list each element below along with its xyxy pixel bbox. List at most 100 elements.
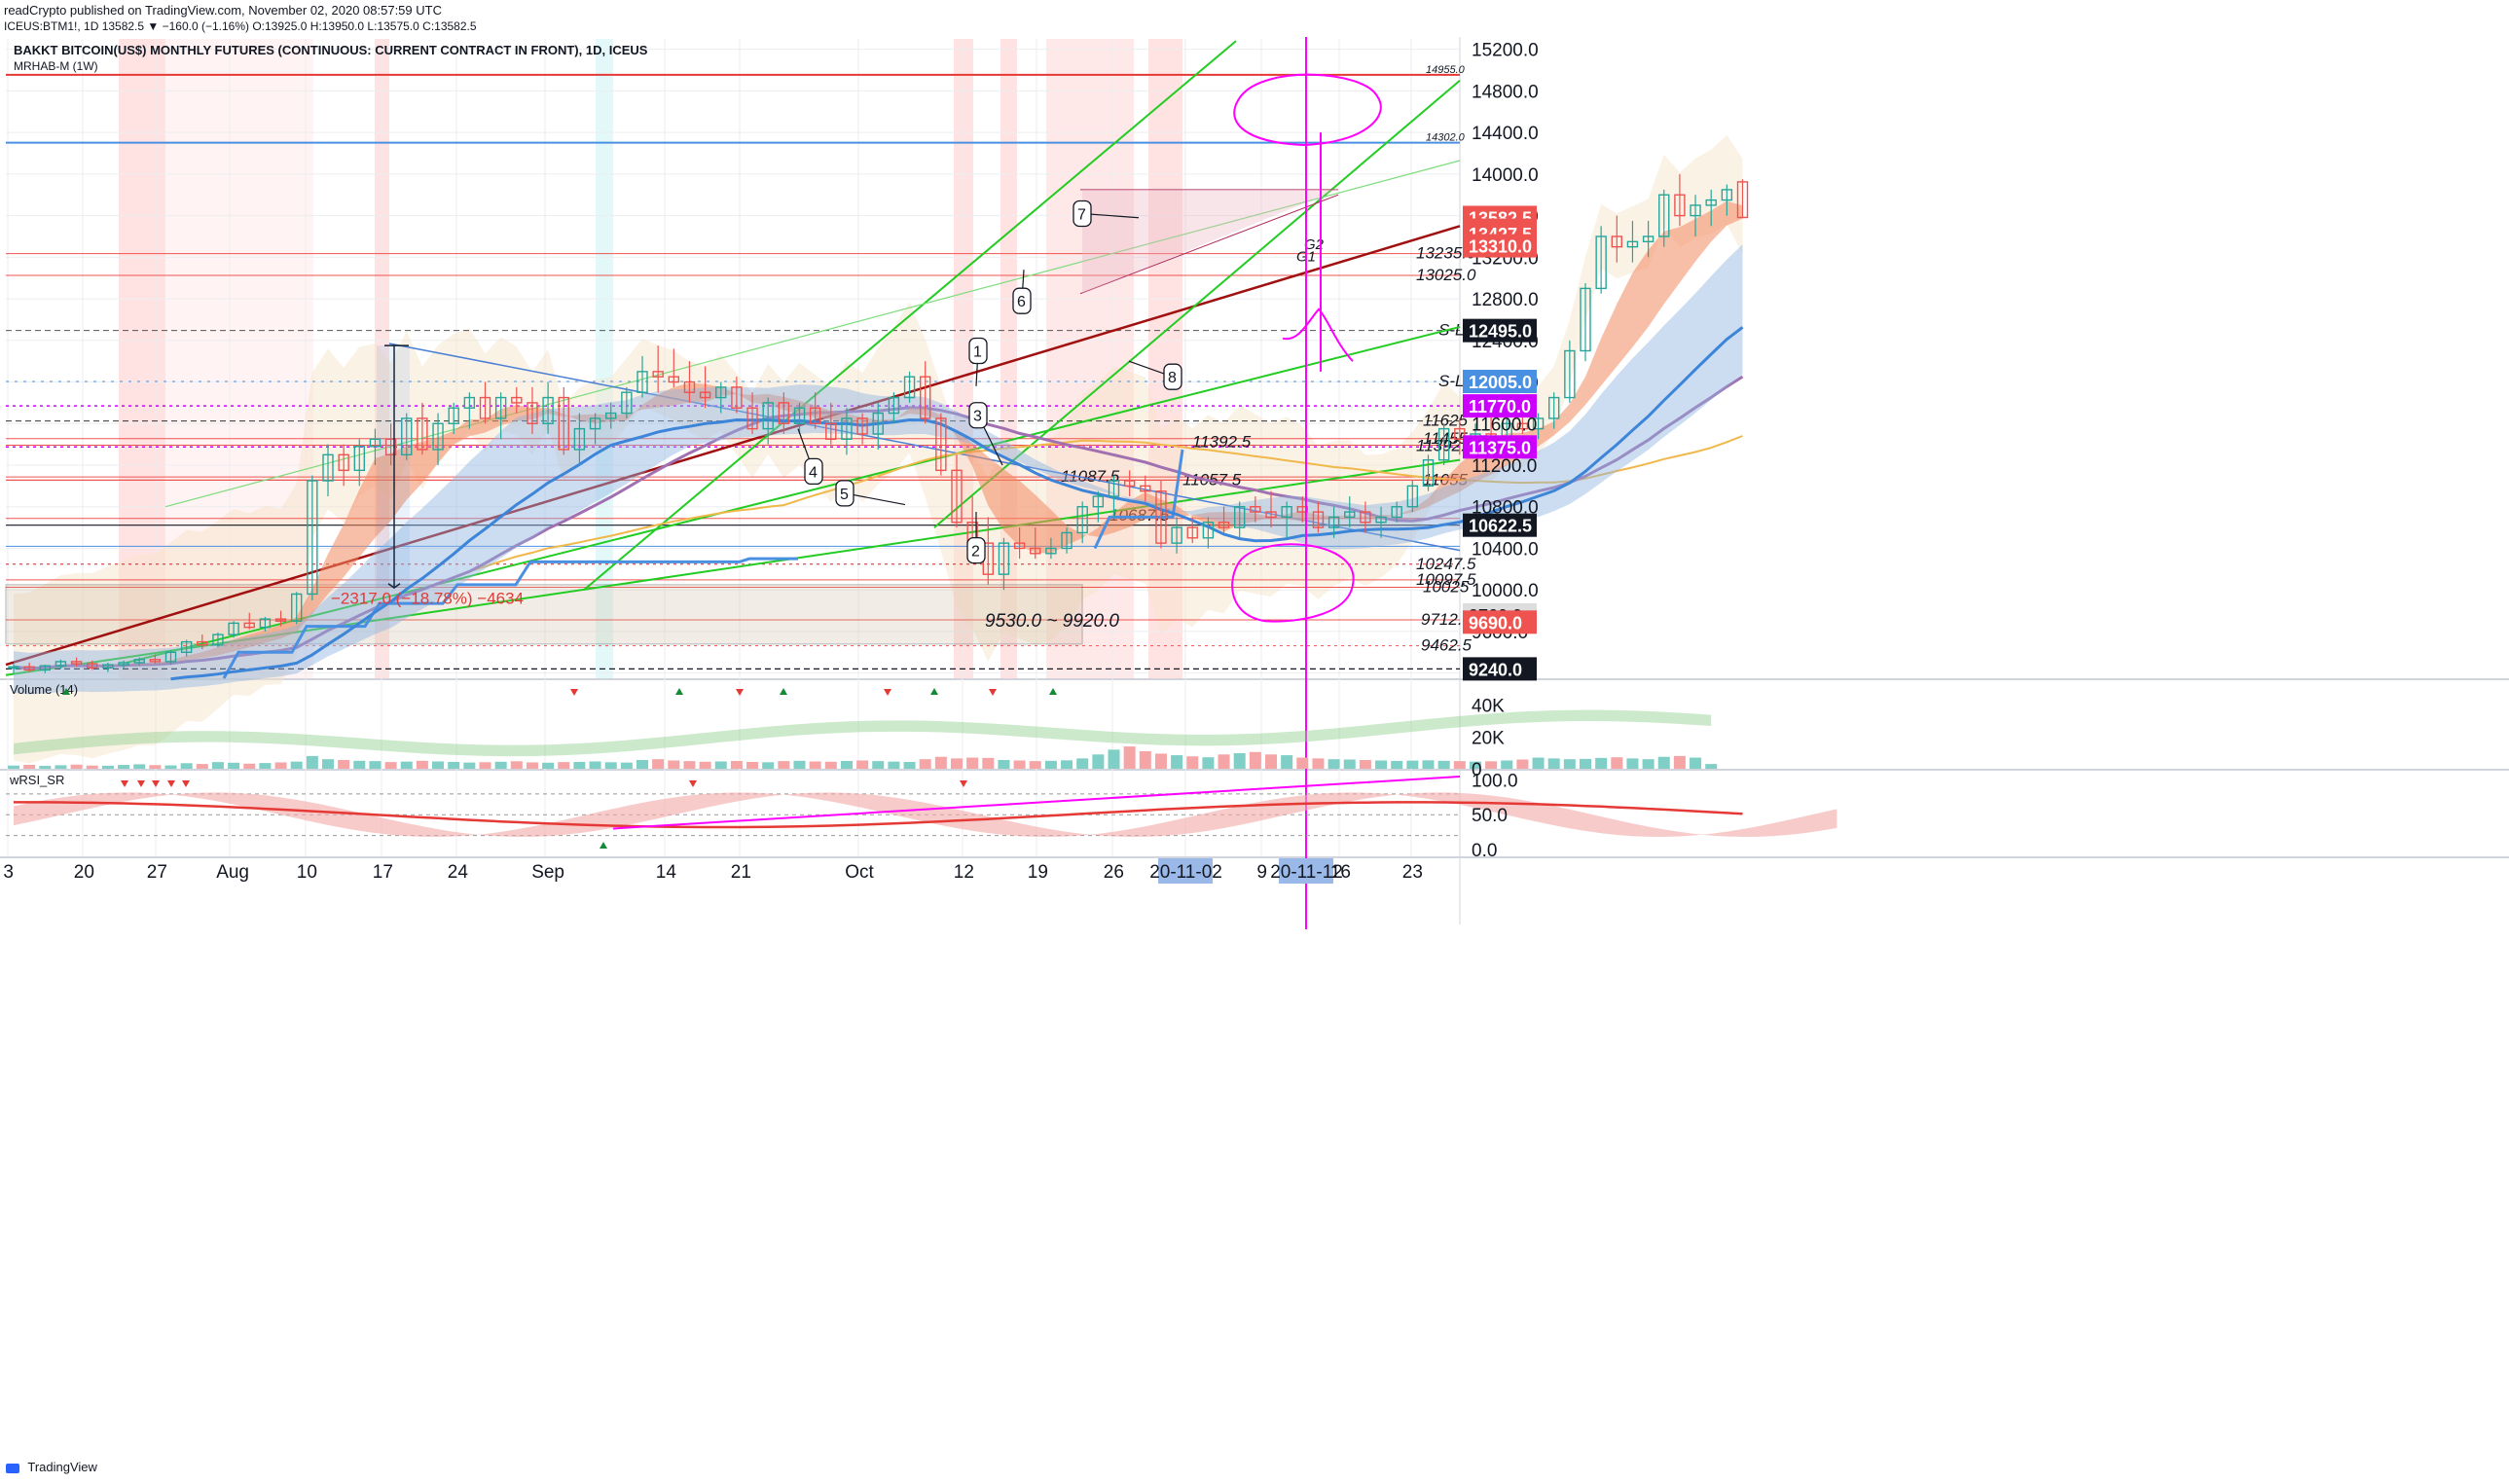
volume-bar (1359, 760, 1371, 769)
volume-bar (1626, 758, 1639, 769)
candle-body (1344, 511, 1356, 519)
candle-body (1123, 480, 1136, 488)
candle-body (212, 633, 224, 646)
volume-bar (1611, 757, 1623, 769)
volume-bar (149, 765, 162, 769)
trend-line (126, 325, 1461, 664)
session-band (119, 39, 165, 678)
chart-svg[interactable]: 14955.014302.013235.013025.0S-LS-L116251… (0, 37, 2509, 1458)
up-marker-icon (600, 842, 607, 849)
volume-bar (573, 761, 586, 769)
volume-bar (1642, 759, 1654, 769)
x-tick-label: 21 (731, 862, 751, 883)
candle-body (1580, 287, 1591, 352)
session-band (596, 39, 613, 678)
callout-number: 2 (971, 544, 980, 561)
volume-bar (1532, 757, 1545, 769)
volume-bar (1186, 756, 1199, 769)
candle-body (432, 422, 444, 451)
volume-bar (1139, 751, 1151, 769)
volume-bar (416, 760, 428, 769)
level-label: 11625 (1423, 412, 1469, 430)
trend-line (5, 225, 1461, 667)
magenta-ellipse-bottom (1231, 543, 1355, 623)
candle-body (746, 407, 758, 430)
candle-body (149, 659, 162, 663)
rsi-trend-line (612, 775, 1461, 830)
callout-number: 8 (1168, 370, 1177, 386)
candle-body (197, 640, 208, 646)
volume-tick-label: 40K (1472, 697, 1505, 717)
volume-bar (903, 761, 916, 769)
candle-body (778, 402, 790, 424)
volume-bar (1485, 761, 1498, 769)
candle-body (180, 640, 193, 653)
y-tick-label: 11200.0 (1472, 456, 1537, 477)
volume-bar (1391, 760, 1403, 769)
volume-bar (762, 762, 775, 769)
down-marker-icon (167, 780, 175, 787)
down-marker-icon (137, 780, 145, 787)
price-label-bg (1463, 394, 1537, 418)
volume-bar (934, 756, 947, 769)
g2-label: G2 (1304, 236, 1325, 253)
x-tick-label: 23 (1402, 862, 1423, 883)
callout-bubble (1163, 363, 1182, 390)
callout-number: 7 (1077, 206, 1086, 223)
volume-bar (1690, 757, 1702, 769)
volume-bar (1580, 758, 1591, 769)
volume-bar (1705, 764, 1718, 769)
candle-body (1642, 235, 1654, 243)
candle-body (448, 407, 459, 424)
volume-bar (793, 760, 806, 769)
candle-body (1171, 526, 1182, 544)
x-tick-label: 27 (147, 862, 167, 883)
candle-body (683, 380, 696, 393)
price-label: 12005.0 (1469, 373, 1532, 392)
x-tick-label: Aug (216, 862, 249, 883)
volume-bar (526, 762, 538, 769)
price-label-bg (1463, 610, 1537, 634)
candle-body (589, 417, 601, 430)
volume-bar (384, 762, 397, 769)
callout-number: 4 (809, 464, 818, 481)
volume-bar (620, 762, 633, 769)
step-line (222, 557, 798, 679)
y-tick-label: 14800.0 (1472, 82, 1539, 102)
x-tick-label: 10 (297, 862, 317, 883)
footer-brand[interactable]: TradingView (6, 1460, 97, 1474)
up-marker-icon (675, 688, 683, 695)
volume-bar (1469, 761, 1481, 769)
volume-bar (164, 765, 177, 769)
candle-body (1611, 235, 1623, 248)
candle-body (1532, 417, 1545, 430)
volume-bar (479, 762, 491, 769)
x-tick-label: 24 (448, 862, 469, 883)
candle-body (8, 666, 19, 670)
volume-bar (1437, 760, 1450, 769)
volume-bar (228, 762, 240, 769)
down-marker-icon (736, 689, 744, 696)
level-label: 11087.5 (1061, 467, 1120, 486)
volume-bar (1453, 761, 1466, 769)
candle-body (417, 417, 428, 451)
y-tick-label: 10000.0 (1472, 581, 1539, 601)
candle-body (1360, 511, 1371, 524)
x-axis-highlight (1158, 858, 1213, 884)
candle-body (1202, 522, 1215, 539)
blue-ribbon (14, 244, 1743, 695)
candle-body (369, 438, 382, 448)
volume-bar (1296, 757, 1309, 769)
candle-body (133, 659, 145, 664)
down-marker-icon (121, 780, 128, 787)
candle-body (70, 661, 83, 665)
candle-body (903, 376, 916, 399)
volume-bar (1249, 751, 1261, 769)
rsi-tick-label: 50.0 (1472, 806, 1508, 826)
down-marker-icon (960, 780, 967, 787)
candle-body (1265, 511, 1277, 519)
candle-body (291, 593, 303, 622)
volume-bar (966, 757, 979, 769)
price-label: 11770.0 (1469, 397, 1531, 416)
candle-body (1296, 506, 1309, 513)
